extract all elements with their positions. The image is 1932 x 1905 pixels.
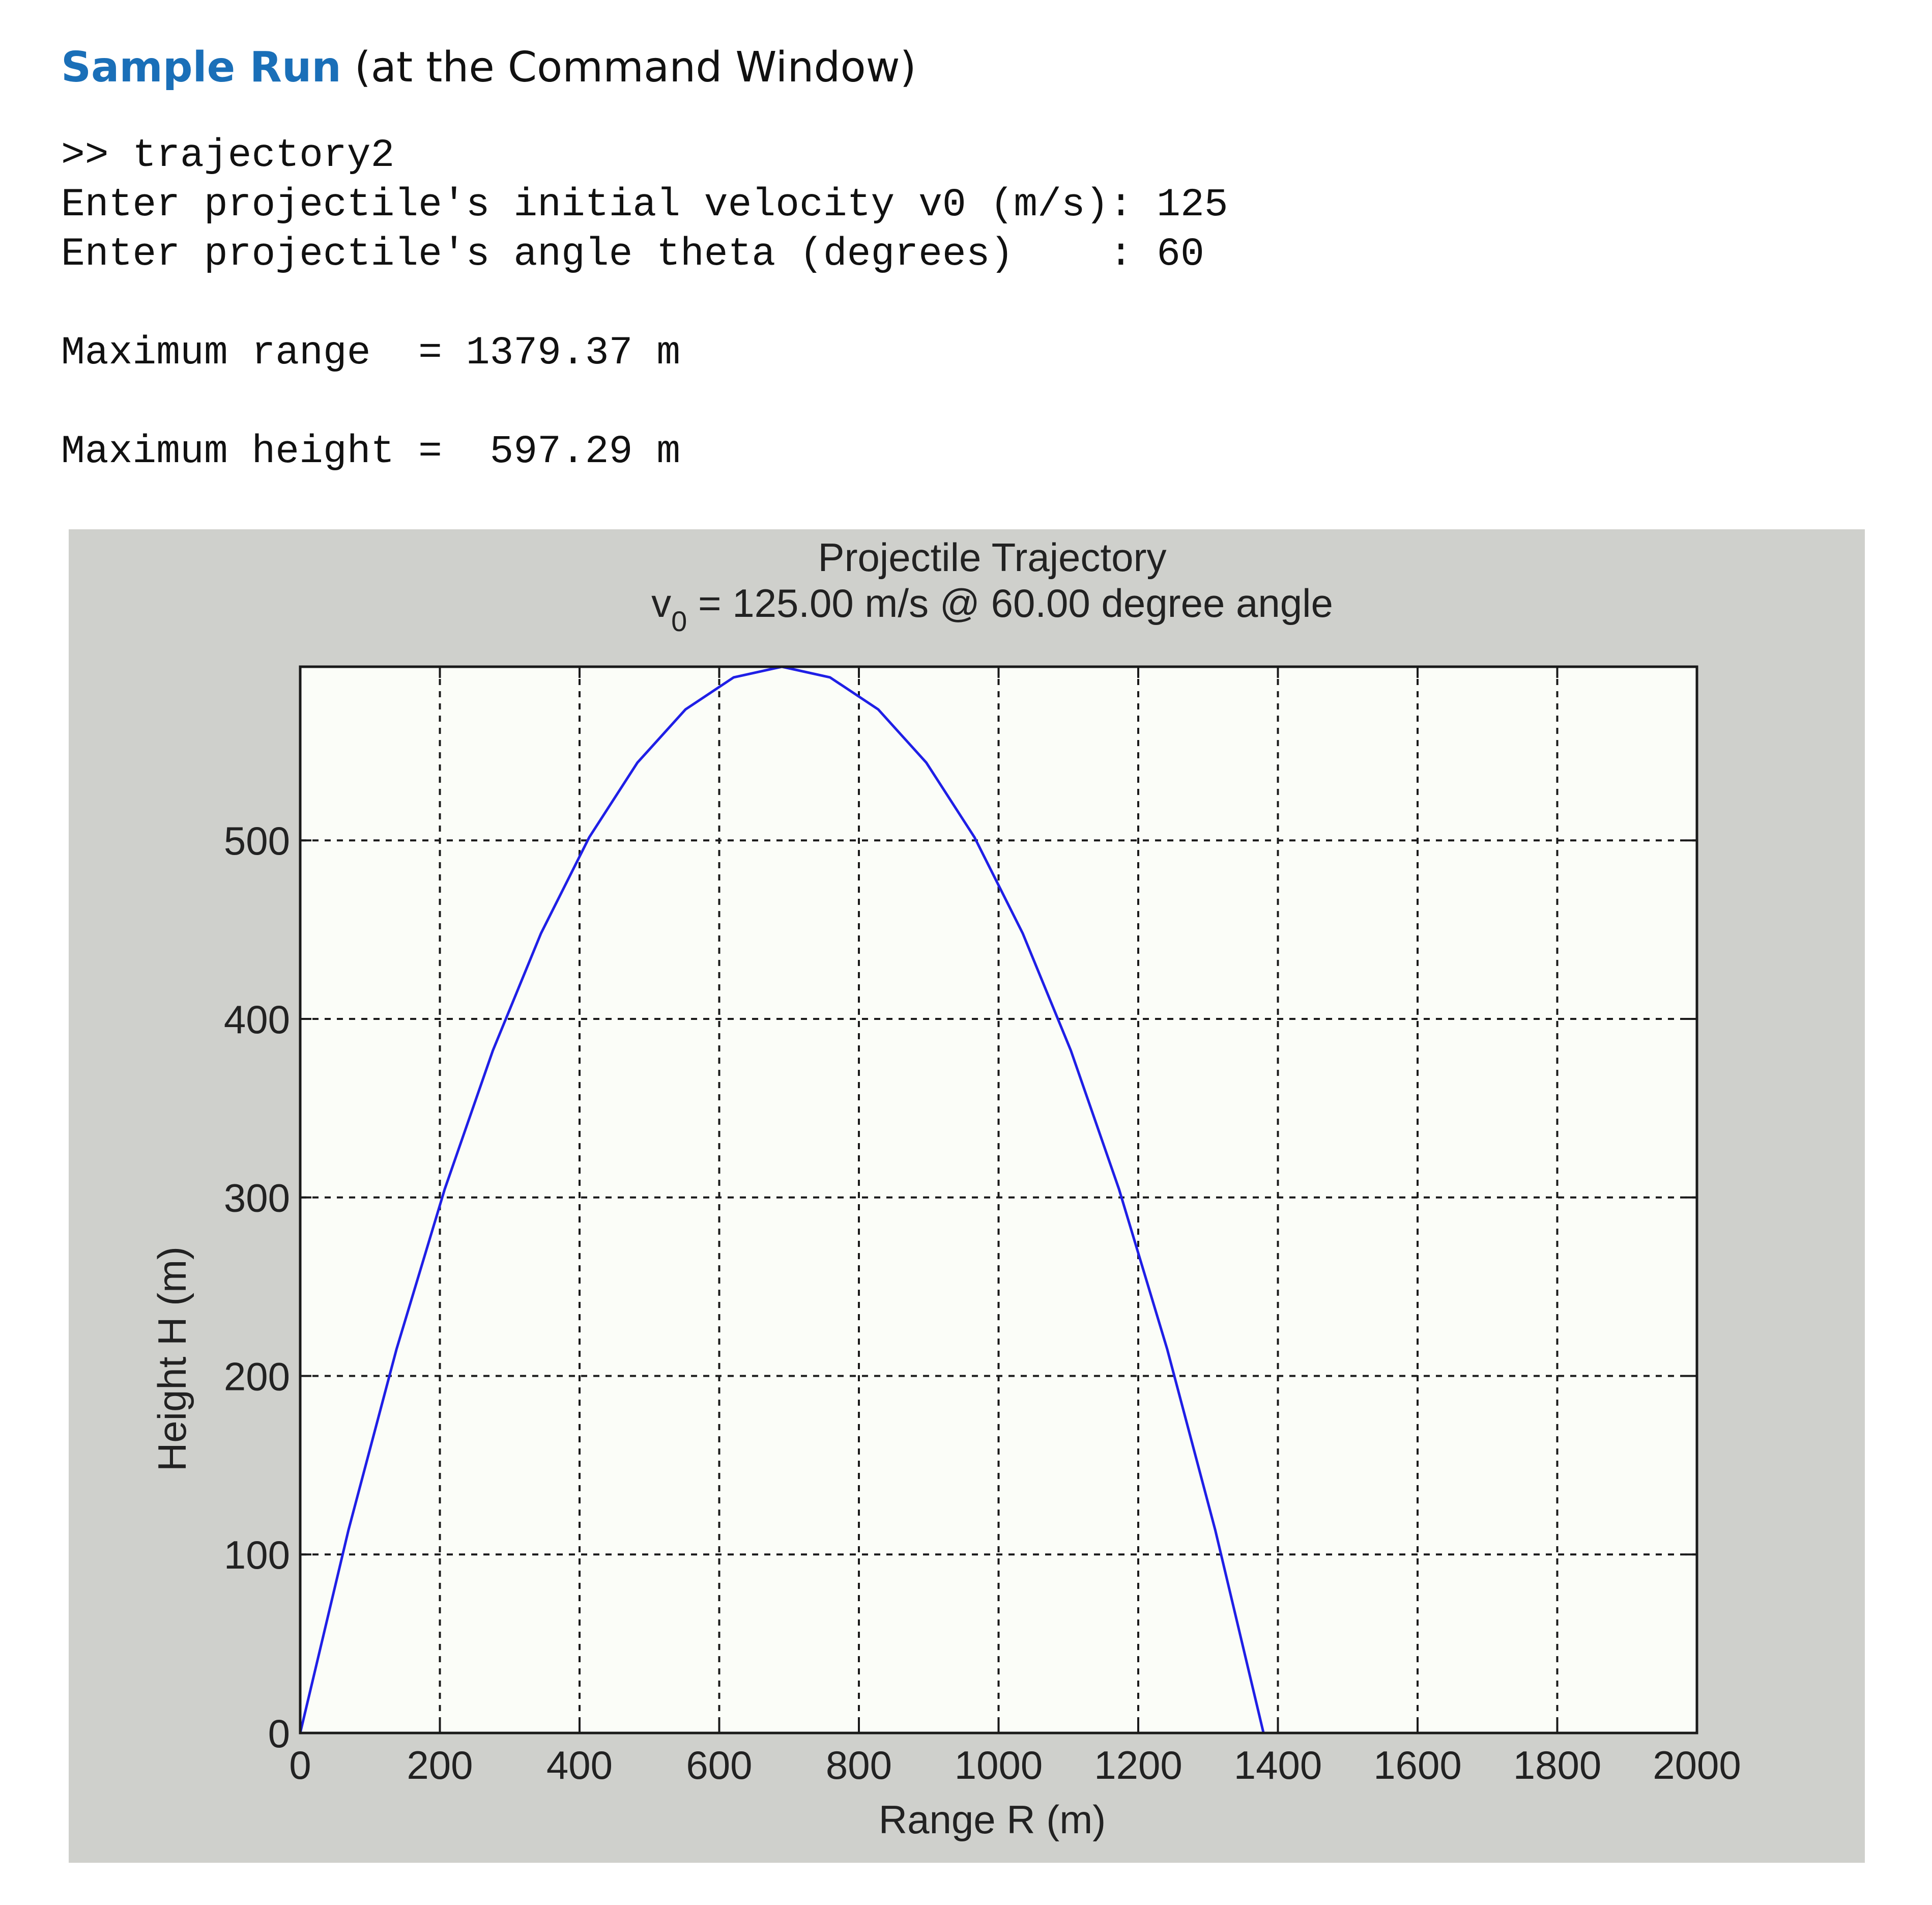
command-window-output: >> trajectory2 Enter projectile's initial…: [61, 131, 1228, 477]
chart-subtitle: v0 = 125.00 m/s @ 60.00 degree angle: [651, 581, 1333, 637]
console-line: Maximum range = 1379.37 m: [61, 329, 1228, 378]
x-tick-label: 1600: [1373, 1743, 1462, 1787]
y-tick-label: 500: [224, 818, 290, 863]
x-axis-label: Range R (m): [879, 1797, 1106, 1842]
y-tick-label: 400: [224, 997, 290, 1042]
x-tick-label: 1800: [1513, 1743, 1602, 1787]
x-tick-label: 200: [407, 1743, 473, 1787]
x-tick-label: 400: [546, 1743, 613, 1787]
console-line: Enter projectile's angle theta (degrees)…: [61, 230, 1228, 279]
trajectory-chart: Projectile Trajectory v0 = 125.00 m/s @ …: [69, 529, 1865, 1863]
y-tick-label: 300: [224, 1176, 290, 1220]
y-tick-label: 200: [224, 1354, 290, 1399]
subtitle-subscript: 0: [671, 605, 687, 637]
console-line: [61, 279, 1228, 329]
x-tick-label: 600: [686, 1743, 752, 1787]
chart-title: Projectile Trajectory: [818, 535, 1167, 580]
page-heading: Sample Run (at the Command Window): [61, 47, 916, 89]
console-line: [61, 378, 1228, 428]
console-line: >> trajectory2: [61, 131, 1228, 181]
subtitle-prefix: v: [651, 581, 671, 625]
y-tick-label: 0: [268, 1711, 290, 1756]
x-tick-label: 1200: [1094, 1743, 1183, 1787]
x-tick-label: 1000: [955, 1743, 1043, 1787]
heading-rest: (at the Command Window): [355, 43, 916, 92]
figure-window: Projectile Trajectory v0 = 125.00 m/s @ …: [69, 529, 1865, 1863]
x-tick-label: 0: [289, 1743, 311, 1787]
x-tick-label: 1400: [1234, 1743, 1322, 1787]
console-line: Maximum height = 597.29 m: [61, 428, 1228, 477]
y-axis-label: Height H (m): [150, 1246, 194, 1471]
x-tick-label: 800: [826, 1743, 892, 1787]
y-tick-label: 100: [224, 1532, 290, 1577]
heading-emphasis: Sample Run: [61, 43, 341, 92]
console-line: Enter projectile's initial velocity v0 (…: [61, 181, 1228, 230]
subtitle-text: = 125.00 m/s @ 60.00 degree angle: [687, 581, 1333, 625]
x-tick-label: 2000: [1653, 1743, 1741, 1787]
